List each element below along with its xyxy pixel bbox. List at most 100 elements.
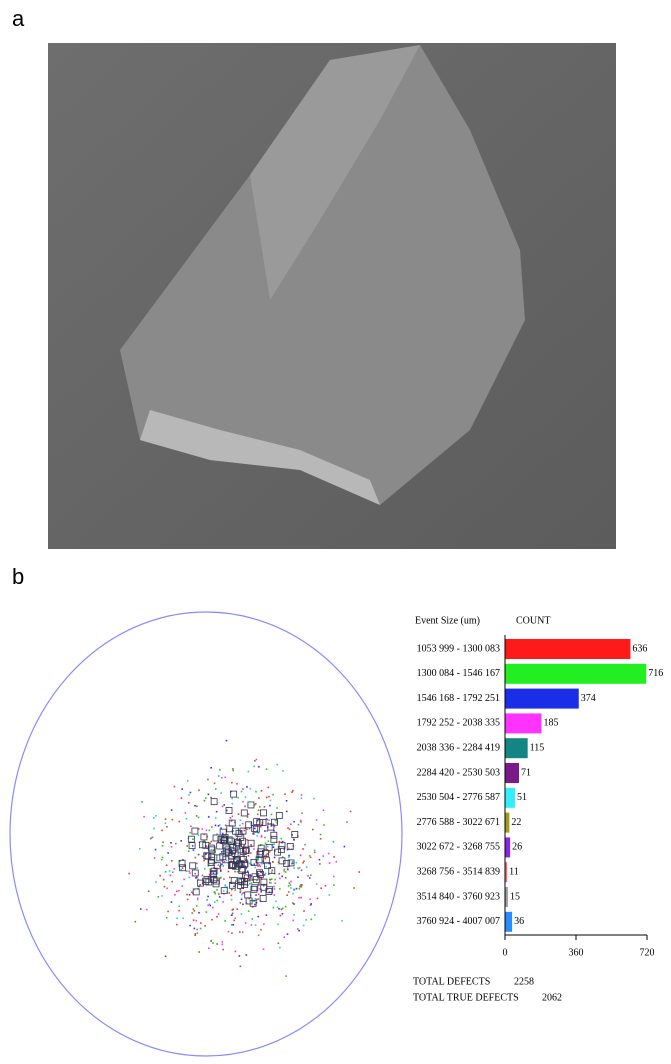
- value-label: 185: [543, 718, 558, 729]
- wafer-dot: [215, 788, 217, 790]
- wafer-dot: [209, 905, 211, 907]
- wafer-dot: [186, 894, 188, 896]
- x-tick-label: 360: [569, 947, 584, 958]
- wafer-dot: [176, 891, 178, 893]
- wafer-dot: [181, 885, 183, 887]
- wafer-dot: [269, 851, 271, 853]
- wafer-dot: [164, 886, 166, 888]
- wafer-dot: [312, 829, 314, 831]
- wafer-dot: [281, 876, 283, 878]
- wafer-dot: [220, 877, 222, 879]
- wafer-dot: [264, 806, 266, 808]
- wafer-dot: [143, 816, 145, 818]
- wafer-dot: [161, 895, 163, 897]
- wafer-dot: [265, 873, 267, 875]
- wafer-marker: [279, 858, 285, 864]
- wafer-dot: [287, 827, 289, 829]
- wafer-dot: [186, 870, 188, 872]
- wafer-dot: [292, 790, 294, 792]
- wafer-dot: [232, 770, 234, 772]
- wafer-dot: [258, 797, 260, 799]
- wafer-dot: [128, 873, 130, 875]
- wafer-dot: [240, 902, 242, 904]
- category-label: 3760 924 - 4007 007: [417, 916, 500, 927]
- wafer-dot: [319, 863, 321, 865]
- wafer-dot: [277, 906, 279, 908]
- wafer-dot: [169, 870, 171, 872]
- wafer-dot: [209, 903, 211, 905]
- wafer-dot: [224, 777, 226, 779]
- wafer-dot: [309, 877, 311, 879]
- wafer-dot: [254, 828, 256, 830]
- wafer-dot: [264, 874, 266, 876]
- wafer-dot: [268, 819, 270, 821]
- wafer-dot: [214, 783, 216, 785]
- wafer-dot: [171, 881, 173, 883]
- wafer-dot: [194, 805, 196, 807]
- wafer-dot: [188, 850, 190, 852]
- wafer-dot: [153, 817, 155, 819]
- wafer-dot: [214, 901, 216, 903]
- wafer-dot: [346, 821, 348, 823]
- wafer-dot: [291, 791, 293, 793]
- wafer-dot: [178, 890, 180, 892]
- wafer-dot: [251, 918, 253, 920]
- wafer-dot: [205, 797, 207, 799]
- wafer-dot: [135, 921, 137, 923]
- wafer-marker: [263, 857, 269, 863]
- wafer-dot: [204, 868, 206, 870]
- wafer-marker: [241, 810, 247, 816]
- wafer-dot: [170, 875, 172, 877]
- wafer-dot: [246, 786, 248, 788]
- figure: a b Event Size (um)COUNT1053 999 - 1300 …: [0, 0, 671, 1064]
- wafer-dot: [257, 865, 259, 867]
- wafer-dot: [282, 913, 284, 915]
- wafer-dot: [293, 821, 295, 823]
- wafer-dot: [233, 920, 235, 922]
- wafer-dot: [207, 904, 209, 906]
- wafer-dot: [301, 797, 303, 799]
- wafer-dot: [195, 857, 197, 859]
- wafer-dot: [222, 833, 224, 835]
- wafer-dot: [284, 869, 286, 871]
- wafer-dot: [234, 917, 236, 919]
- wafer-dot: [229, 841, 231, 843]
- wafer-dot: [208, 816, 210, 818]
- wafer-dot: [273, 886, 275, 888]
- wafer-dot: [271, 871, 273, 873]
- wafer-dot: [232, 913, 234, 915]
- wafer-dot: [245, 796, 247, 798]
- wafer-dot: [266, 768, 268, 770]
- wafer-dot: [329, 862, 331, 864]
- wafer-dot: [247, 816, 249, 818]
- wafer-dot: [264, 837, 266, 839]
- wafer-dot: [282, 908, 284, 910]
- total-label: TOTAL TRUE DEFECTS: [413, 992, 519, 1003]
- wafer-dot: [285, 877, 287, 879]
- value-label: 71: [521, 767, 531, 778]
- wafer-dot: [237, 797, 239, 799]
- wafer-dot: [189, 872, 191, 874]
- wafer-dot: [285, 906, 287, 908]
- wafer-dot: [232, 815, 234, 817]
- wafer-dot: [165, 956, 167, 958]
- wafer-dot: [239, 825, 241, 827]
- wafer-dot: [341, 920, 343, 922]
- wafer-dot: [176, 924, 178, 926]
- wafer-dot: [222, 944, 224, 946]
- wafer-dot: [257, 916, 259, 918]
- wafer-dot: [297, 928, 299, 930]
- wafer-dot: [185, 812, 187, 814]
- wafer-dot: [260, 929, 262, 931]
- wafer-dot: [285, 975, 287, 977]
- wafer-dot: [155, 849, 157, 851]
- wafer-dot: [209, 830, 211, 832]
- wafer-dot: [248, 813, 250, 815]
- wafer-dot: [310, 903, 312, 905]
- wafer-dot: [214, 891, 216, 893]
- bar: [505, 763, 519, 783]
- wafer-dot: [245, 954, 247, 956]
- panel-label: b: [12, 564, 24, 589]
- wafer-dot: [302, 862, 304, 864]
- wafer-dot: [180, 840, 182, 842]
